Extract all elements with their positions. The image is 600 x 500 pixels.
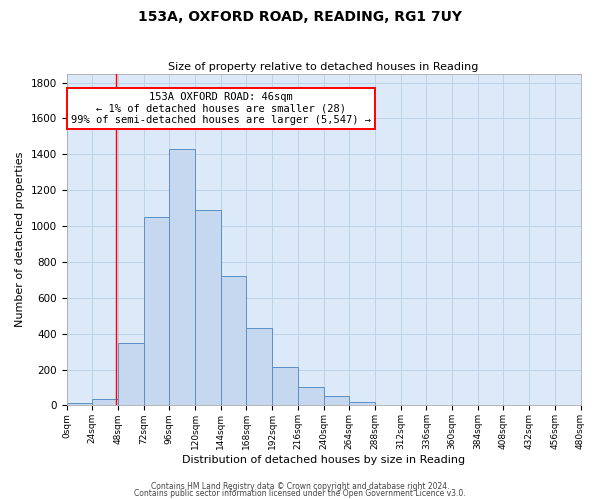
Bar — [169, 149, 195, 406]
Bar — [375, 404, 401, 406]
Bar — [67, 402, 92, 406]
Bar — [272, 367, 298, 406]
Bar — [323, 396, 349, 406]
Bar — [118, 342, 143, 406]
Bar — [195, 210, 221, 406]
Y-axis label: Number of detached properties: Number of detached properties — [15, 152, 25, 327]
Bar — [92, 399, 118, 406]
Title: Size of property relative to detached houses in Reading: Size of property relative to detached ho… — [169, 62, 479, 72]
X-axis label: Distribution of detached houses by size in Reading: Distribution of detached houses by size … — [182, 455, 465, 465]
Bar — [298, 386, 323, 406]
Text: Contains HM Land Registry data © Crown copyright and database right 2024.: Contains HM Land Registry data © Crown c… — [151, 482, 449, 491]
Bar — [143, 217, 169, 406]
Bar — [349, 402, 375, 406]
Bar — [247, 328, 272, 406]
Text: 153A OXFORD ROAD: 46sqm
← 1% of detached houses are smaller (28)
99% of semi-det: 153A OXFORD ROAD: 46sqm ← 1% of detached… — [71, 92, 371, 125]
Text: 153A, OXFORD ROAD, READING, RG1 7UY: 153A, OXFORD ROAD, READING, RG1 7UY — [138, 10, 462, 24]
Text: Contains public sector information licensed under the Open Government Licence v3: Contains public sector information licen… — [134, 489, 466, 498]
Bar — [221, 276, 247, 406]
